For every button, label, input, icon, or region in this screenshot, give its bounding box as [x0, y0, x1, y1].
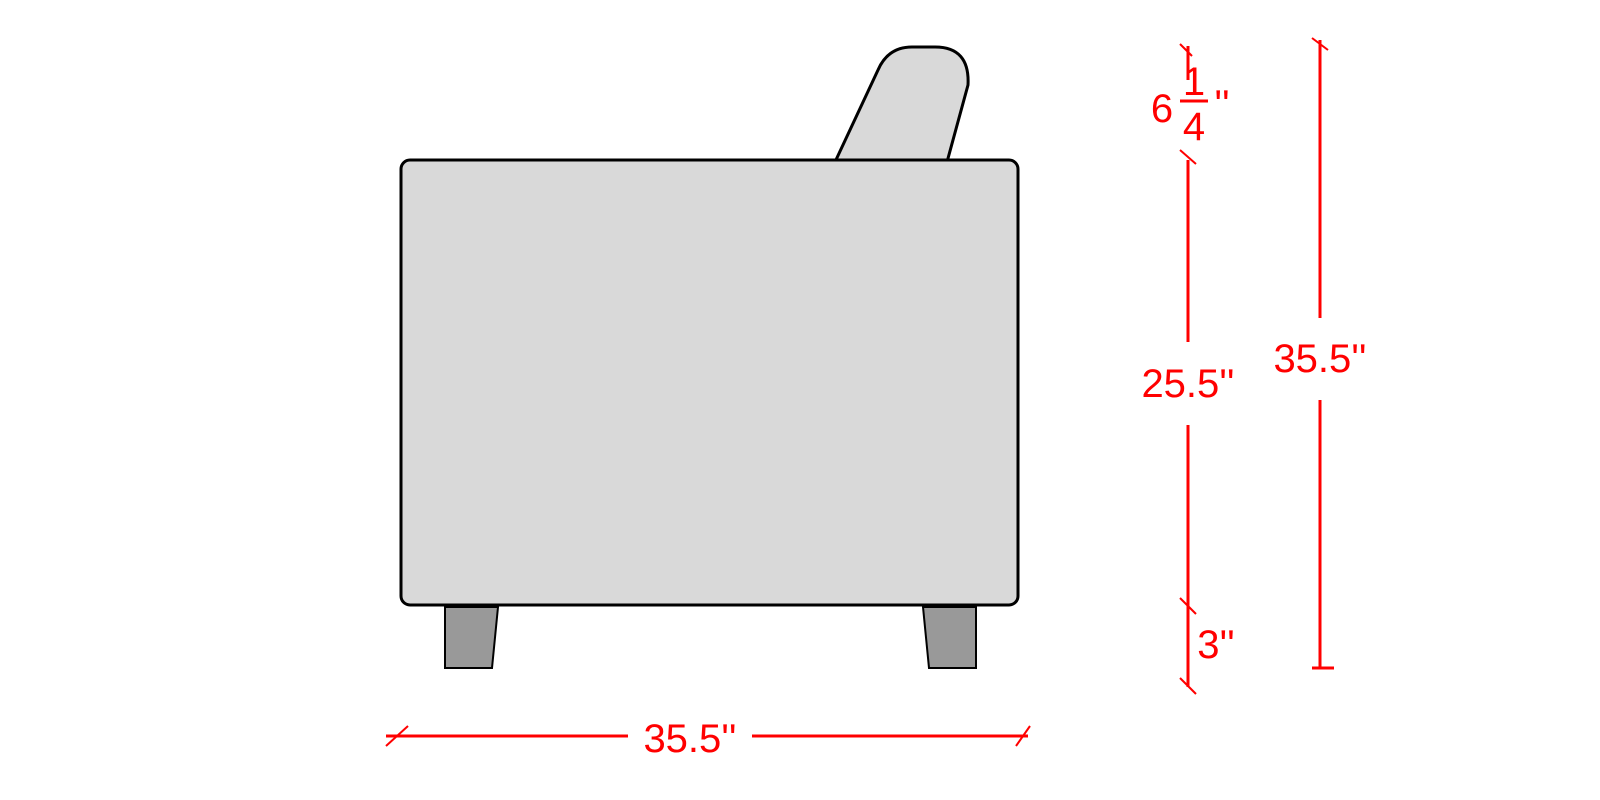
overall-height-dimension: 35.5''	[1273, 37, 1367, 670]
back-leg	[921, 606, 977, 669]
body-height-dimension: 25.5''	[1141, 160, 1235, 607]
back-height-whole: 6	[1151, 87, 1173, 131]
front-leg	[444, 606, 500, 669]
back-height-denominator: 4	[1183, 105, 1205, 149]
leg-height-dimension: 3''	[1179, 597, 1235, 695]
overall-height-label: 35.5''	[1273, 337, 1366, 381]
width-label: 35.5''	[643, 717, 736, 761]
body-height-label: 25.5''	[1141, 362, 1234, 406]
back-height-dimension: 6 1 4 ''	[1151, 43, 1230, 165]
back-height-unit: ''	[1214, 83, 1229, 127]
sofa-body	[399, 158, 1020, 607]
leg-height-label: 3''	[1197, 623, 1235, 667]
back-height-numerator: 1	[1183, 60, 1205, 104]
backrest	[832, 45, 970, 164]
width-dimension: 35.5''	[385, 717, 1031, 761]
